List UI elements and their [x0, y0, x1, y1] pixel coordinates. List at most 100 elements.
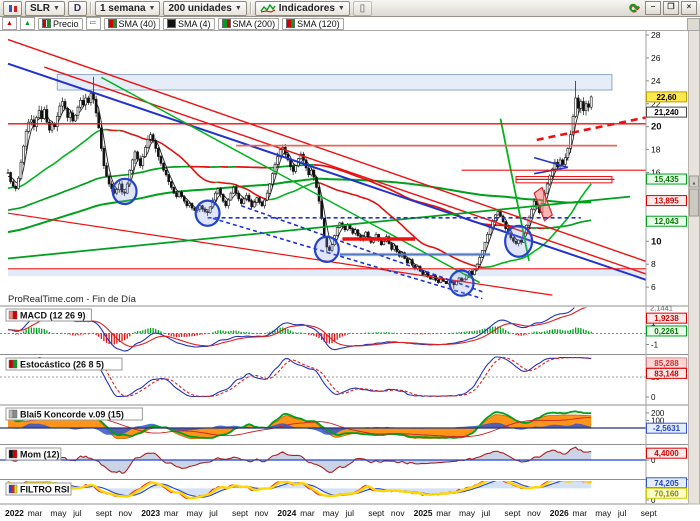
- toolbar-divider: [89, 2, 92, 14]
- down-red-a[interactable]: [7, 38, 651, 263]
- svg-text:15,435: 15,435: [654, 175, 679, 184]
- svg-text:22: 22: [651, 99, 661, 109]
- macd-panel: [0, 307, 646, 352]
- refresh-icon[interactable]: ⟳: [628, 1, 639, 15]
- candlestick-icon: [7, 4, 19, 13]
- watermark: ProRealTime.com - Fin de Día: [8, 294, 137, 305]
- svg-text:0: 0: [651, 393, 656, 402]
- close-button[interactable]: ×: [681, 1, 697, 15]
- down-green[interactable]: [100, 76, 481, 284]
- axis-corner-box: [687, 18, 700, 31]
- svg-text:nov: nov: [527, 508, 541, 518]
- low-jun-2023[interactable]: [194, 199, 221, 227]
- series-settings-button[interactable]: ≔: [85, 17, 101, 30]
- svg-text:18: 18: [651, 145, 661, 155]
- svg-text:nov: nov: [391, 508, 405, 518]
- daily-data-button[interactable]: D: [67, 0, 87, 16]
- scrollbar-up-button: [689, 175, 699, 188]
- mom-12--title[interactable]: Mom (12): [5, 447, 62, 461]
- sma4-color-icon: [167, 19, 177, 28]
- symbol-dropdown[interactable]: SLR ▼: [25, 0, 65, 16]
- svg-text:20: 20: [651, 122, 662, 133]
- svg-text:Estocástico (26 8 5): Estocástico (26 8 5): [20, 360, 104, 370]
- low-apr-2025[interactable]: [448, 269, 475, 297]
- svg-text:jul: jul: [72, 508, 82, 518]
- svg-text:200: 200: [651, 409, 665, 418]
- low-oct-2025[interactable]: [504, 224, 534, 258]
- scrollbar-thumb[interactable]: [689, 188, 699, 217]
- chevron-down-icon: ▼: [234, 4, 242, 12]
- svg-text:21,240: 21,240: [654, 108, 679, 117]
- time-axis[interactable]: 2022 mar may jul sept nov 2023 mar may jul sept nov…: [5, 508, 657, 518]
- extra-tool-button[interactable]: ▯: [352, 0, 372, 16]
- svg-text:Mom (12): Mom (12): [20, 450, 60, 460]
- estoc-stico-26-8-5--title[interactable]: Estocástico (26 8 5): [5, 357, 123, 371]
- units-dropdown[interactable]: 200 unidades ▼: [163, 0, 247, 16]
- price-axis[interactable]: 28 26 24 22 20 18 16 10 8 6 22,60 21,240 15,435 13,89…: [646, 30, 687, 292]
- scale-up-red-button[interactable]: ▲: [2, 17, 17, 30]
- price-panel[interactable]: [6, 38, 651, 300]
- sma4-chip[interactable]: SMA (4): [163, 17, 215, 30]
- svg-text:74,205: 74,205: [654, 479, 679, 488]
- maximize-button[interactable]: ❐: [663, 1, 679, 15]
- momentum-panel: [0, 446, 646, 474]
- svg-text:jul: jul: [208, 508, 218, 518]
- macd-12-26-9--title[interactable]: MACD (12 26 9): [5, 308, 92, 322]
- koncorde-axis: 2001000-2,5631: [646, 409, 687, 434]
- timeframe-dropdown[interactable]: 1 semana ▼: [94, 0, 161, 16]
- svg-text:70,160: 70,160: [654, 489, 679, 498]
- main-toolbar: SLR ▼ D 1 semana ▼ 200 unidades ▼ Indica…: [0, 0, 700, 17]
- demand-band-bottom[interactable]: [8, 269, 651, 277]
- indicators-dropdown[interactable]: Indicadores ▼: [254, 0, 350, 16]
- filtro-rsi-title[interactable]: FILTRO RSI: [5, 482, 72, 496]
- chevron-down-icon: ▼: [337, 4, 345, 12]
- blai5-koncorde-v-09-15--title[interactable]: Blai5 Koncorde v.09 (15): [5, 407, 143, 421]
- svg-text:2022: 2022: [5, 508, 24, 518]
- down-blue[interactable]: [7, 62, 651, 282]
- axis-value-box: [646, 487, 687, 499]
- sma200-color-icon: [221, 19, 231, 28]
- pink-flag: [533, 186, 554, 222]
- axis-value-box: [646, 106, 687, 118]
- steep-green[interactable]: [499, 118, 530, 261]
- dash-red-rise[interactable]: [536, 116, 646, 142]
- svg-text:jul: jul: [345, 508, 355, 518]
- svg-text:6: 6: [651, 282, 656, 292]
- pennant-top[interactable]: [533, 156, 569, 169]
- price-series-label: Precio: [53, 18, 79, 29]
- sma200-label: SMA (200): [232, 18, 276, 29]
- up-green[interactable]: [7, 195, 631, 260]
- svg-text:mar: mar: [573, 508, 588, 518]
- svg-text:nov: nov: [255, 508, 269, 518]
- sma40-color-icon: [107, 19, 117, 28]
- svg-text:▲: ▲: [692, 181, 697, 187]
- sma200-chip[interactable]: SMA (200): [217, 17, 280, 30]
- sma120-chip[interactable]: SMA (120): [282, 17, 344, 30]
- minimize-button[interactable]: –: [645, 1, 661, 15]
- sma120-label: SMA (120): [297, 18, 340, 29]
- svg-text:28: 28: [651, 30, 661, 40]
- app-icon[interactable]: [3, 0, 22, 16]
- dash-blue-d2[interactable]: [241, 205, 483, 293]
- axis-value-box: [646, 195, 687, 207]
- low-may-2024[interactable]: [313, 235, 340, 264]
- svg-text:0,2261: 0,2261: [654, 327, 679, 336]
- svg-text:may: may: [50, 508, 67, 518]
- daily-letter: D: [73, 2, 82, 14]
- low-nov-2022[interactable]: [111, 177, 138, 206]
- down-red-low[interactable]: [7, 212, 553, 296]
- price-series-chip[interactable]: Precio: [38, 17, 83, 30]
- drawing-overlays[interactable]: [7, 38, 651, 300]
- svg-text:mar: mar: [164, 508, 179, 518]
- scale-up-green-button[interactable]: ▲: [20, 17, 35, 30]
- vertical-scrollbar[interactable]: ▲: [688, 29, 700, 505]
- svg-text:sept: sept: [96, 508, 113, 518]
- svg-text:100: 100: [651, 416, 665, 425]
- sma40-chip[interactable]: SMA (40): [103, 17, 161, 30]
- supply-zone-top[interactable]: [56, 74, 613, 91]
- svg-text:mar: mar: [300, 508, 315, 518]
- svg-text:mar: mar: [436, 508, 451, 518]
- dash-blue-d1[interactable]: [212, 217, 483, 300]
